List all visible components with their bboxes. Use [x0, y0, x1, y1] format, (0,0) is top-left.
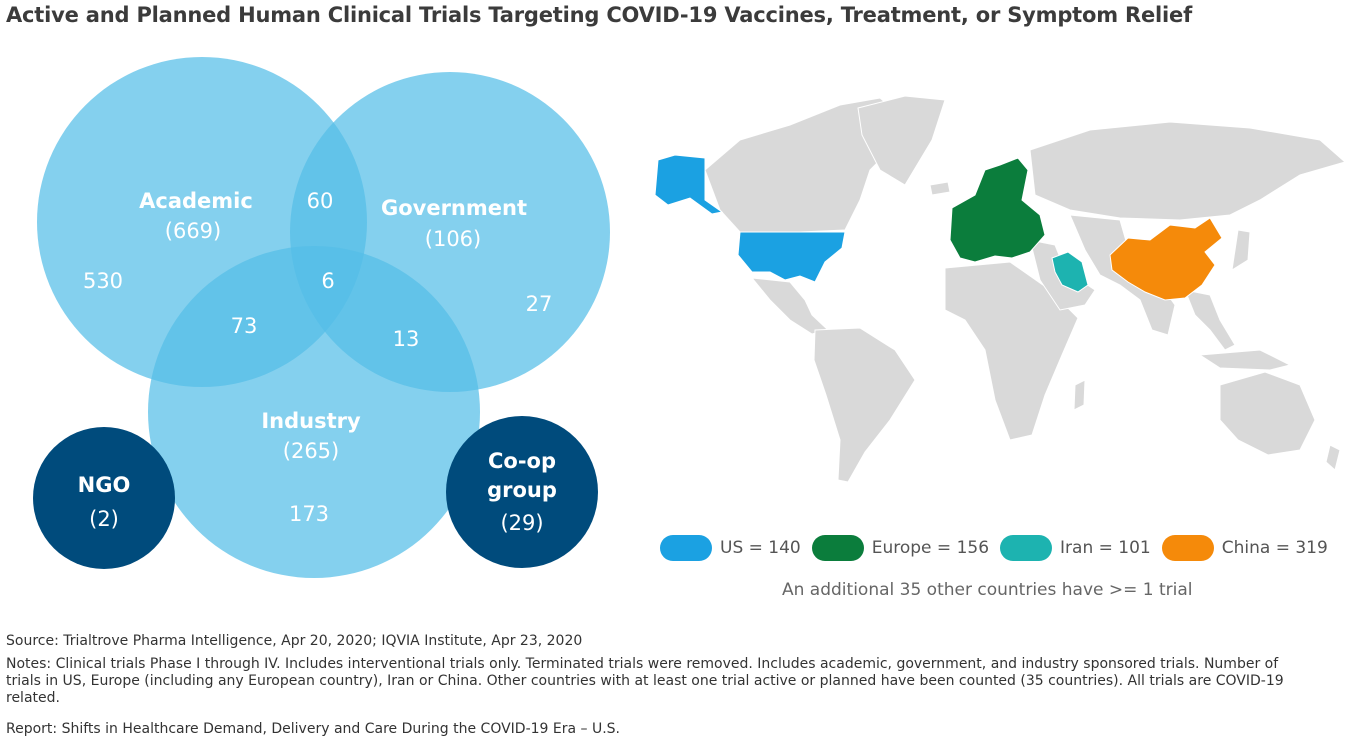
ngo-total: (2): [89, 507, 119, 531]
government-total: (106): [425, 227, 481, 251]
legend-item-china: China = 319: [1161, 535, 1328, 561]
academic-label: Academic: [139, 189, 253, 213]
legend-swatch-us: [660, 535, 712, 561]
industry-total: (265): [283, 439, 339, 463]
industry-label: Industry: [261, 409, 361, 433]
coop-total: (29): [500, 511, 543, 535]
academic-total: (669): [165, 219, 221, 243]
china-region: [1109, 217, 1223, 301]
world-map: [654, 95, 1347, 483]
legend-swatch-iran: [1000, 535, 1053, 561]
map-legend: US = 140 Europe = 156 Iran = 101 China =…: [660, 535, 1339, 561]
coop-label-line1: Co-op: [488, 449, 556, 473]
additional-countries-note: An additional 35 other countries have >=…: [782, 580, 1193, 600]
us-region: [654, 154, 846, 283]
legend-label-us: US = 140: [720, 538, 801, 558]
notes: Notes: Clinical trials Phase I through I…: [6, 656, 1284, 706]
academic-only-count: 530: [83, 269, 123, 293]
coop-label-line2: group: [487, 478, 557, 502]
academic-industry-count: 73: [231, 314, 258, 338]
venn-diagram: Academic (669) 530 Government (106) 27 I…: [33, 57, 610, 578]
legend-label-europe: Europe = 156: [871, 538, 990, 558]
legend-item-us: US = 140: [660, 535, 801, 561]
source-note: Source: Trialtrove Pharma Intelligence, …: [6, 633, 583, 649]
legend-swatch-china: [1161, 535, 1214, 561]
coop-circle: [446, 416, 598, 568]
industry-circle: [148, 246, 480, 578]
government-industry-count: 13: [393, 327, 420, 351]
legend-label-china: China = 319: [1221, 538, 1328, 558]
industry-only-count: 173: [289, 502, 329, 526]
europe-region: [949, 157, 1046, 263]
ngo-circle: [33, 427, 175, 569]
government-label: Government: [381, 196, 527, 220]
all-three-count: 6: [321, 269, 334, 293]
report-note: Report: Shifts in Healthcare Demand, Del…: [6, 721, 621, 737]
ngo-label: NGO: [78, 473, 131, 497]
government-only-count: 27: [526, 292, 553, 316]
other-countries: [704, 95, 1347, 483]
legend-swatch-europe: [811, 535, 864, 561]
iran-region: [1051, 251, 1089, 293]
legend-item-europe: Europe = 156: [811, 535, 990, 561]
legend-item-iran: Iran = 101: [1000, 535, 1151, 561]
page-title: Active and Planned Human Clinical Trials…: [6, 3, 1193, 27]
academic-government-count: 60: [307, 189, 334, 213]
legend-label-iran: Iran = 101: [1060, 538, 1151, 558]
